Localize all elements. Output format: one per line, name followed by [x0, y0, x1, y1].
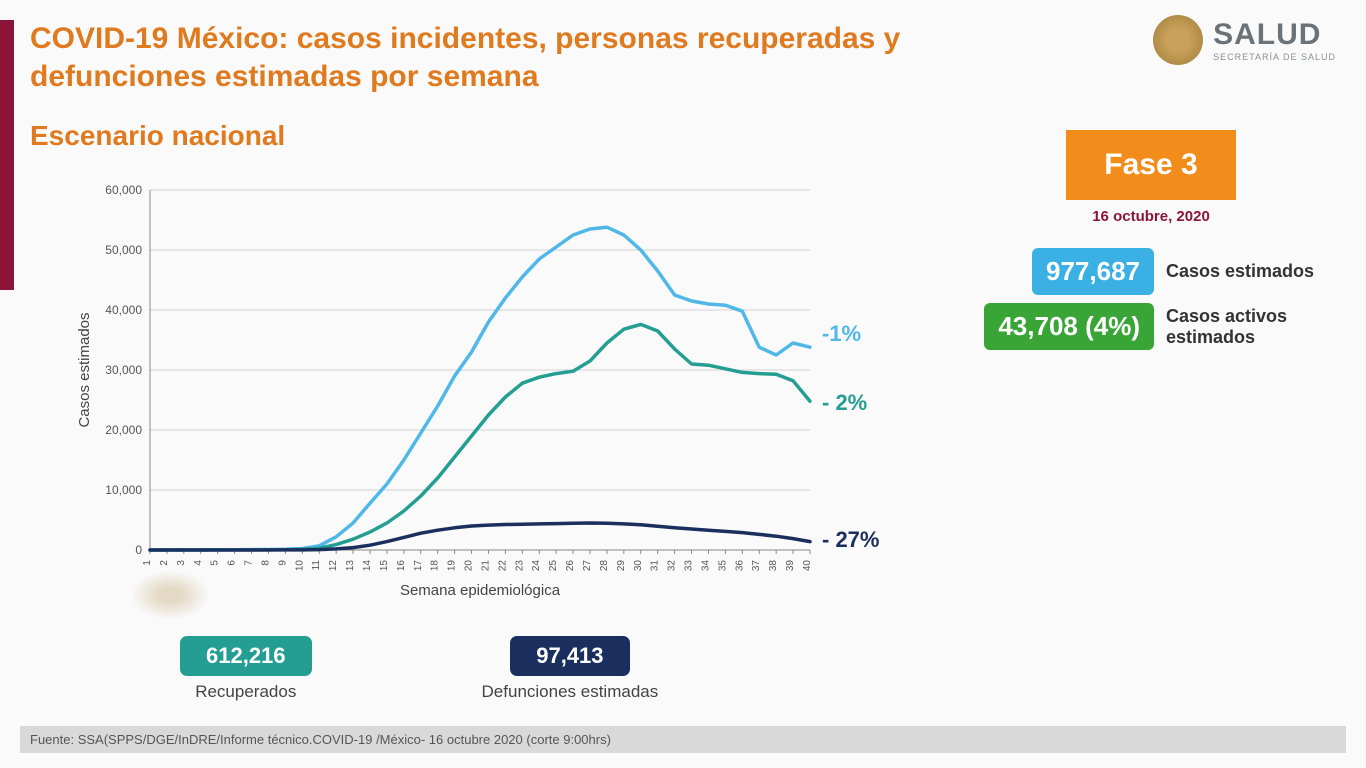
chart-svg: 0 10,000 20,000 30,000 40,000 50,000 60,000 Cas… [75, 175, 915, 605]
svg-text:6: 6 [227, 560, 238, 566]
svg-text:21: 21 [480, 560, 491, 572]
stat-casos-estimados: 977,687 Casos estimados [1032, 248, 1336, 295]
stat-label: Casos activos estimados [1166, 306, 1336, 347]
stat-value: 977,687 [1032, 248, 1154, 295]
phase-date: 16 octubre, 2020 [1056, 208, 1246, 225]
badge-defunciones: 97,413 Defunciones estimadas [482, 636, 659, 702]
badge-value: 612,216 [180, 636, 312, 676]
svg-text:15: 15 [379, 560, 390, 572]
svg-text:34: 34 [700, 560, 711, 572]
svg-text:0: 0 [135, 543, 142, 557]
series-pct-defunciones: - 27% [822, 527, 879, 553]
svg-text:18: 18 [430, 560, 441, 572]
series-pct-incidentes: -1% [822, 321, 861, 347]
svg-text:20: 20 [464, 560, 475, 572]
svg-text:17: 17 [413, 560, 424, 572]
page-title: COVID-19 México: casos incidentes, perso… [30, 20, 930, 95]
salud-logo-subtext: SECRETARÍA DE SALUD [1213, 52, 1336, 62]
line-chart: 0 10,000 20,000 30,000 40,000 50,000 60,000 Cas… [75, 175, 915, 605]
svg-text:16: 16 [396, 560, 407, 572]
svg-text:13: 13 [345, 560, 356, 572]
svg-text:40,000: 40,000 [105, 303, 142, 317]
svg-text:40: 40 [802, 560, 813, 572]
svg-text:24: 24 [531, 560, 542, 572]
svg-text:5: 5 [210, 560, 221, 566]
svg-text:9: 9 [277, 560, 288, 566]
salud-logo-text: SALUD [1213, 18, 1336, 52]
svg-text:36: 36 [734, 560, 745, 572]
svg-text:38: 38 [768, 560, 779, 572]
svg-text:22: 22 [497, 560, 508, 572]
svg-text:28: 28 [599, 560, 610, 572]
badge-value: 97,413 [510, 636, 629, 676]
phase-badge: Fase 3 [1066, 130, 1236, 200]
svg-text:30: 30 [633, 560, 644, 572]
svg-text:14: 14 [362, 560, 373, 572]
svg-text:11: 11 [311, 560, 322, 571]
svg-text:27: 27 [582, 560, 593, 572]
svg-text:26: 26 [565, 560, 576, 572]
svg-text:35: 35 [717, 560, 728, 572]
bottom-stats: 612,216 Recuperados 97,413 Defunciones e… [180, 636, 860, 702]
svg-text:31: 31 [650, 560, 661, 572]
svg-text:23: 23 [514, 560, 525, 572]
svg-text:7: 7 [244, 560, 255, 566]
stat-casos-activos: 43,708 (4%) Casos activos estimados [984, 303, 1336, 350]
series-pct-recuperados: - 2% [822, 390, 867, 416]
left-accent-bar [0, 20, 14, 290]
svg-text:37: 37 [751, 560, 762, 572]
stat-value: 43,708 (4%) [984, 303, 1154, 350]
svg-text:2: 2 [159, 560, 170, 566]
svg-text:Semana epidemiológica: Semana epidemiológica [400, 582, 561, 599]
svg-text:20,000: 20,000 [105, 423, 142, 437]
stat-label: Casos estimados [1166, 261, 1336, 282]
badge-label: Defunciones estimadas [482, 682, 659, 702]
svg-text:32: 32 [667, 560, 678, 572]
svg-text:19: 19 [447, 560, 458, 572]
badge-label: Recuperados [195, 682, 296, 702]
svg-text:10,000: 10,000 [105, 483, 142, 497]
svg-text:3: 3 [176, 560, 187, 566]
svg-text:60,000: 60,000 [105, 183, 142, 197]
svg-text:10: 10 [294, 560, 305, 572]
page-subtitle: Escenario nacional [30, 120, 285, 152]
svg-text:12: 12 [328, 560, 339, 572]
svg-text:4: 4 [193, 560, 204, 566]
svg-text:25: 25 [548, 560, 559, 572]
svg-text:1: 1 [142, 560, 153, 566]
svg-text:33: 33 [684, 560, 695, 572]
salud-seal-icon [1153, 15, 1203, 65]
salud-logo: SALUD SECRETARÍA DE SALUD [1153, 15, 1336, 65]
svg-text:50,000: 50,000 [105, 243, 142, 257]
svg-text:30,000: 30,000 [105, 363, 142, 377]
badge-recuperados: 612,216 Recuperados [180, 636, 312, 702]
svg-text:Casos estimados: Casos estimados [76, 312, 93, 427]
watermark-seal-icon [130, 570, 210, 620]
svg-text:29: 29 [616, 560, 627, 572]
svg-text:39: 39 [785, 560, 796, 572]
svg-text:8: 8 [260, 560, 271, 566]
source-footer: Fuente: SSA(SPPS/DGE/InDRE/Informe técni… [20, 726, 1346, 753]
